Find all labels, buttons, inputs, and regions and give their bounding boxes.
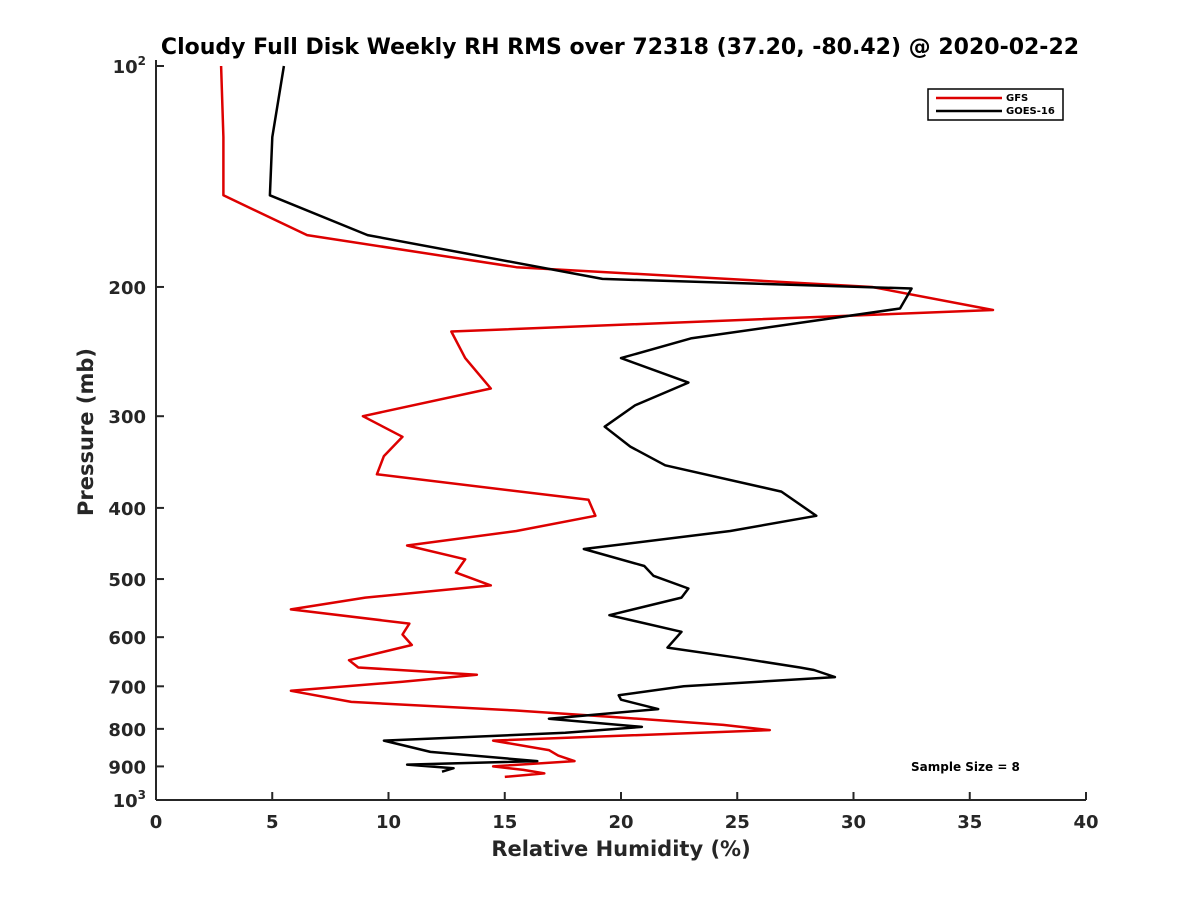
y-tick-label: 103: [113, 788, 146, 812]
y-tick-label: 400: [108, 499, 146, 520]
y-tick-label: 300: [108, 407, 146, 428]
y-tick-label: 500: [108, 570, 146, 591]
y-axis-label: Pressure (mb): [74, 348, 98, 516]
sample-size-annotation: Sample Size = 8: [911, 760, 1020, 774]
y-tick-label: 700: [108, 677, 146, 698]
chart-title: Cloudy Full Disk Weekly RH RMS over 7231…: [161, 35, 1079, 60]
y-tick-label: 600: [108, 628, 146, 649]
series-layer: [219, 65, 995, 779]
legend: GFS GOES-16: [927, 88, 1064, 121]
x-tick-label: 5: [266, 812, 279, 833]
x-ticks: 0 5 10 15 20 25 30 35 40: [150, 792, 1099, 833]
x-tick-label: 30: [841, 812, 866, 833]
series-line-gfs: [219, 65, 995, 779]
y-tick-label: 800: [108, 720, 146, 741]
y-tick-label: 200: [108, 278, 146, 299]
x-axis-label: Relative Humidity (%): [491, 837, 750, 861]
series-line-goes16: [268, 65, 913, 773]
x-tick-label: 35: [957, 812, 982, 833]
x-tick-label: 10: [376, 812, 401, 833]
y-tick-label: 102: [113, 54, 146, 78]
plot-area: 0 5 10 15 20 25 30 35 40 102 200 300 400 500 600 700 80…: [108, 54, 1098, 833]
legend-label-gfs: GFS: [1006, 93, 1028, 104]
y-tick-label: 900: [108, 757, 146, 778]
legend-label-goes16: GOES-16: [1006, 106, 1055, 117]
x-tick-label: 25: [725, 812, 750, 833]
y-ticks: 102 200 300 400 500 600 700 800 900 103: [108, 54, 164, 812]
x-tick-label: 0: [150, 812, 163, 833]
x-tick-label: 20: [608, 812, 633, 833]
x-tick-label: 40: [1073, 812, 1098, 833]
legend-box: [927, 88, 1064, 121]
x-tick-label: 15: [492, 812, 517, 833]
